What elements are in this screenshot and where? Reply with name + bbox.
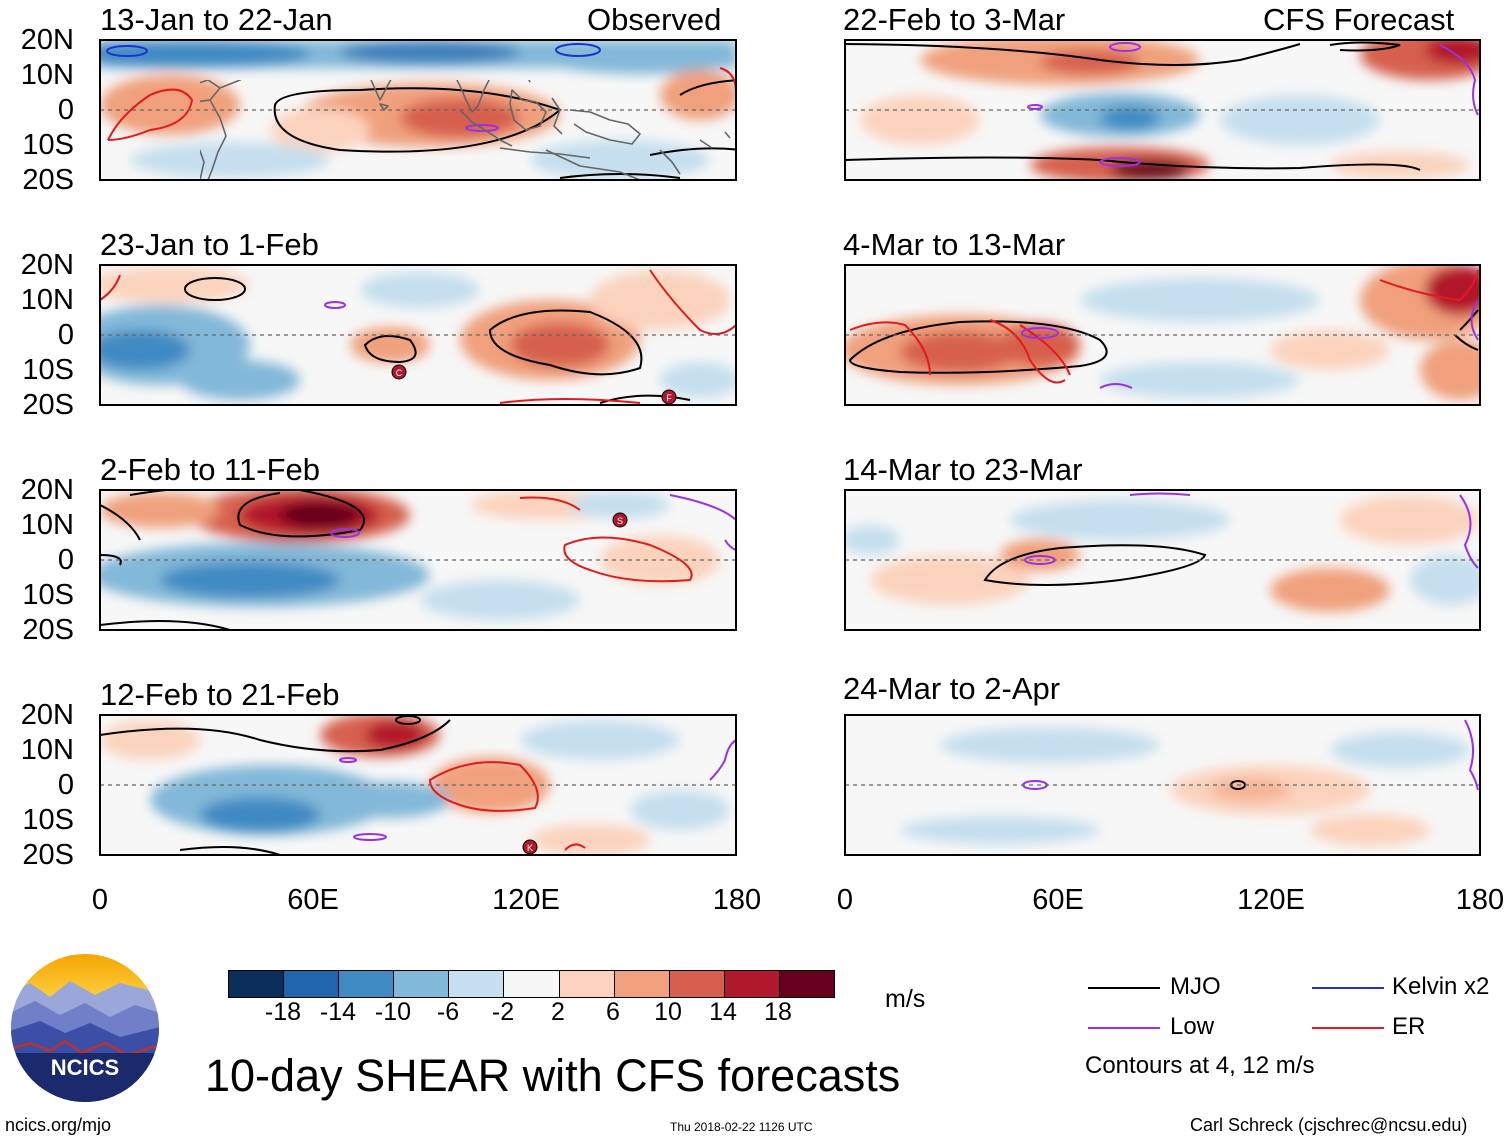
- panel-1-contours: [106, 43, 736, 179]
- y-tick: 10S: [22, 804, 74, 836]
- colorbar-label: -2: [491, 998, 515, 1026]
- colorbar-label: -18: [264, 998, 302, 1026]
- colorbar-bin: [449, 971, 505, 997]
- colorbar-label: -14: [319, 998, 357, 1026]
- x-tick: 60E: [1032, 884, 1084, 916]
- colorbar-label: 2: [551, 998, 565, 1026]
- colorbar-bin: [669, 971, 725, 997]
- y-tick: 20N: [20, 474, 74, 506]
- colorbar-bin: [339, 971, 395, 997]
- x-tick: 60E: [287, 884, 339, 916]
- panel-6-contours: [848, 269, 1479, 389]
- y-tick: 20S: [22, 164, 74, 196]
- figure-title: 10-day SHEAR with CFS forecasts: [205, 1050, 901, 1101]
- colorbar-bin: [229, 971, 285, 997]
- legend-line-low: [1088, 1027, 1160, 1029]
- y-tick: 20N: [20, 24, 74, 56]
- svg-text:NCICS: NCICS: [51, 1055, 119, 1080]
- svg-text:S: S: [617, 516, 623, 526]
- panel-8-title: 24-Mar to 2-Apr: [843, 671, 1061, 706]
- y-tick: 10S: [22, 579, 74, 611]
- y-tick: 20N: [20, 249, 74, 281]
- map-panels: C F S K: [99, 39, 1481, 856]
- x-tick: 0: [91, 884, 109, 916]
- panel-4-title: 12-Feb to 21-Feb: [100, 677, 340, 712]
- footer-link[interactable]: ncics.org/mjo: [5, 1115, 112, 1135]
- legend-note: Contours at 4, 12 m/s: [1085, 1052, 1315, 1079]
- y-tick: 10N: [20, 284, 74, 316]
- panel-3-title: 2-Feb to 11-Feb: [100, 452, 320, 487]
- panel-3-contours: [100, 490, 736, 630]
- y-tick: 10N: [20, 59, 74, 91]
- panel-1-title: 13-Jan to 22-Jan: [100, 2, 333, 37]
- y-tick: 0: [57, 769, 74, 801]
- panel-2-shading: [100, 267, 736, 400]
- panel-1-label: Observed: [587, 2, 722, 37]
- svg-text:K: K: [527, 843, 533, 853]
- y-tick: 0: [57, 544, 74, 576]
- x-tick: 0: [836, 884, 854, 916]
- colorbar-units: m/s: [885, 985, 926, 1013]
- colorbar: [228, 970, 835, 998]
- storm-marker-c: C: [391, 364, 407, 380]
- y-tick: 20S: [22, 614, 74, 646]
- svg-text:C: C: [396, 368, 403, 378]
- legend-line-er: [1312, 1027, 1384, 1029]
- storm-marker-k: K: [522, 839, 538, 855]
- panel-5-label: CFS Forecast: [1263, 2, 1455, 37]
- legend-line-mjo: [1088, 987, 1160, 989]
- footer-timestamp: Thu 2018-02-22 1126 UTC: [670, 1120, 813, 1134]
- y-tick: 10N: [20, 734, 74, 766]
- panel-6-title: 4-Mar to 13-Mar: [843, 227, 1066, 262]
- y-tick: 20S: [22, 389, 74, 421]
- svg-text:F: F: [666, 393, 672, 403]
- ncics-logo: NCICS: [11, 954, 159, 1102]
- y-tick: 20S: [22, 839, 74, 871]
- colorbar-bin: [724, 971, 780, 997]
- x-tick: 180: [712, 884, 762, 916]
- colorbar-bin: [394, 971, 450, 997]
- colorbar-label: 14: [709, 998, 737, 1026]
- colorbar-label: 6: [606, 998, 620, 1026]
- colorbar-label: 10: [654, 998, 682, 1026]
- panel-5-contours: [845, 41, 1479, 171]
- y-tick: 10S: [22, 354, 74, 386]
- legend-label-kelvin: Kelvin x2: [1392, 973, 1490, 1000]
- colorbar-bin: [614, 971, 670, 997]
- colorbar-bin: [559, 971, 615, 997]
- storm-marker-f: F: [661, 389, 677, 405]
- panel-5-title: 22-Feb to 3-Mar: [843, 2, 1066, 37]
- x-tick: 120E: [1237, 884, 1305, 916]
- panel-7-title: 14-Mar to 23-Mar: [843, 452, 1083, 487]
- legend-label-low: Low: [1170, 1013, 1215, 1040]
- y-tick: 20N: [20, 699, 74, 731]
- footer-author: Carl Schreck (cjschrec@ncsu.edu): [1190, 1115, 1468, 1135]
- colorbar-bin: [284, 971, 340, 997]
- panel-2-title: 23-Jan to 1-Feb: [100, 227, 319, 262]
- legend-label-mjo: MJO: [1170, 973, 1221, 1000]
- colorbar-label: 18: [764, 998, 792, 1026]
- x-tick: 180: [1455, 884, 1505, 916]
- legend-label-er: ER: [1392, 1013, 1426, 1040]
- legend-line-kelvin: [1312, 987, 1384, 989]
- y-tick: 10N: [20, 509, 74, 541]
- y-tick: 10S: [22, 129, 74, 161]
- colorbar-bin: [779, 971, 835, 997]
- storm-marker-s: S: [612, 512, 628, 528]
- colorbar-label: -6: [436, 998, 460, 1026]
- y-tick: 0: [57, 319, 74, 351]
- y-tick: 0: [57, 94, 74, 126]
- panel-2-contours: [100, 269, 736, 404]
- panel-4-contours: [100, 715, 736, 855]
- panel-8-shading: [900, 727, 1470, 846]
- colorbar-label: -10: [374, 998, 412, 1026]
- colorbar-bin: [504, 971, 560, 997]
- x-tick: 120E: [492, 884, 560, 916]
